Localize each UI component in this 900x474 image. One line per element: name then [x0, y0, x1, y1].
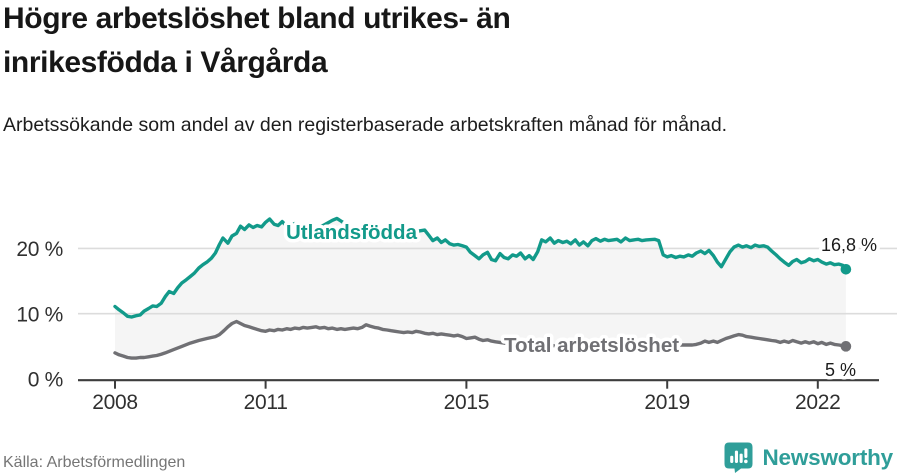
chart-subtitle: Arbetssökande som andel av den registerb…: [3, 114, 728, 136]
y-tick-label-20: 20 %: [16, 238, 63, 261]
series-label-utlandsfodda: Utlandsfödda: [286, 221, 418, 244]
brand-wordmark: Newsworthy: [762, 444, 893, 470]
end-value-label-utlandsfodda: 16,8 %: [821, 235, 877, 255]
y-tick-label-10: 10 %: [16, 303, 63, 326]
series-band-fill: [115, 218, 846, 359]
x-tick-label-2011: 2011: [244, 391, 288, 414]
x-tick-label-2015: 2015: [444, 391, 490, 414]
x-tick-label-2019: 2019: [644, 391, 690, 414]
page-title-line-2: inrikesfödda i Vårgårda: [3, 46, 328, 79]
page-title: Högre arbetslöshet bland utrikes- än inr…: [3, 0, 663, 85]
source-note: Källa: Arbetsförmedlingen: [3, 454, 186, 471]
series-label-total: Total arbetslöshet: [504, 334, 679, 357]
series-line-utlandsfodda: [113, 216, 848, 319]
series-end-dot-total: [840, 341, 852, 352]
end-value-label-total: 5 %: [825, 360, 856, 380]
x-tick-label-2022: 2022: [795, 391, 841, 414]
y-tick-label-0: 0 %: [28, 369, 63, 392]
bar-chart-speech-bubble-icon: [724, 442, 753, 473]
series-line-total: [113, 319, 848, 360]
series-end-dot-utlandsfodda: [840, 263, 852, 275]
x-tick-label-2008: 2008: [92, 391, 138, 414]
newsworthy-logo: Newsworthy: [724, 442, 893, 473]
page-title-line-1: Högre arbetslöshet bland utrikes- än: [3, 2, 511, 35]
